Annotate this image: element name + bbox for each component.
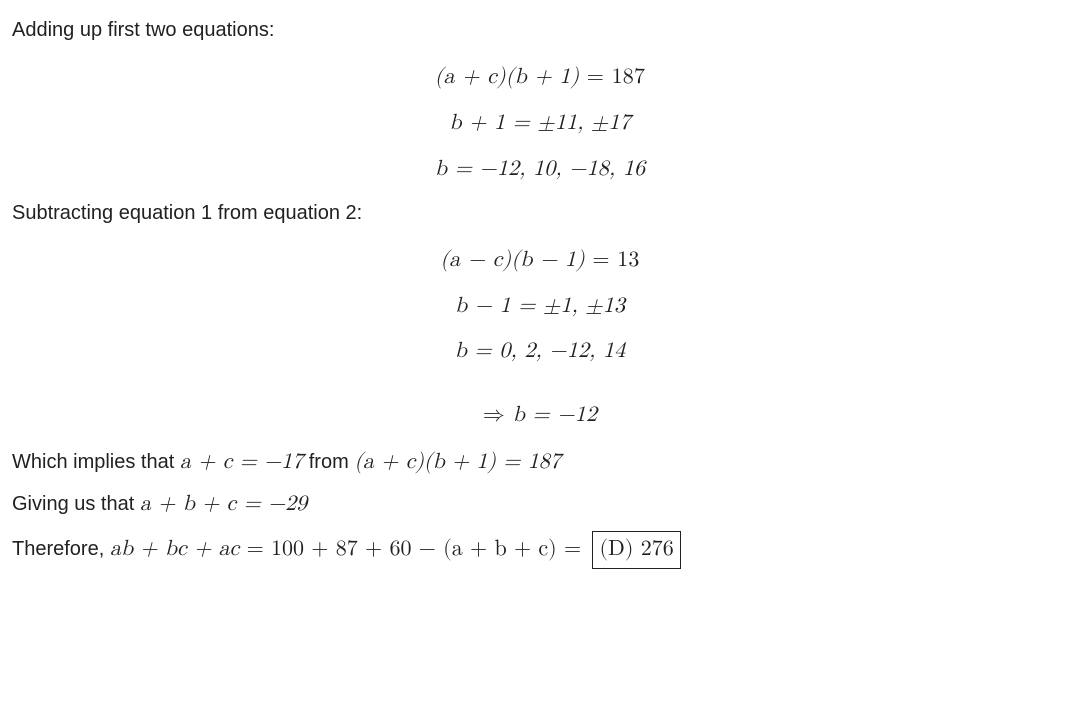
- equation-1c: b = −12, 10, −18, 16: [435, 147, 645, 193]
- implies-line: Which implies that a + c = −17 from (a +…: [12, 447, 1068, 479]
- giving-line: Giving us that a + b + c = −29: [12, 489, 1068, 521]
- therefore-lhs: ab + bc + ac: [110, 538, 239, 560]
- implies-mid: from: [309, 451, 355, 473]
- boxed-answer: (D) 276: [592, 531, 680, 569]
- giving-eq: a + b + c = −29: [140, 493, 307, 515]
- equation-block-1: (a + c)(b + 1) = 187 b + 1 = ±11, ±17 b …: [12, 55, 1068, 193]
- intro-line-1: Adding up first two equations:: [12, 16, 1068, 45]
- eq1b-body: b + 1 = ±11, ±17: [449, 112, 631, 134]
- therefore-mid: = 100 + 87 + 60 − (a + b + c) =: [239, 538, 588, 560]
- eq2a-eq: =: [585, 249, 617, 271]
- eq3-arrow: ⇒: [483, 404, 513, 426]
- eq2a-rhs: 13: [617, 249, 639, 271]
- implies-eq1: a + c = −17: [180, 451, 303, 473]
- equation-block-3: ⇒ b = −12: [12, 393, 1068, 439]
- eq2a-lhs: (a − c)(b − 1): [440, 249, 584, 271]
- eq1a-rhs: 187: [612, 66, 646, 88]
- equation-1b: b + 1 = ±11, ±17: [449, 101, 631, 147]
- equation-1a: (a + c)(b + 1) = 187: [435, 55, 645, 101]
- equation-2a: (a − c)(b − 1) = 13: [440, 238, 639, 284]
- implies-pre: Which implies that: [12, 451, 180, 473]
- eq1a-eq: =: [579, 66, 611, 88]
- eq1a-lhs: (a + c)(b + 1): [435, 66, 579, 88]
- eq2c-body: b = 0, 2, −12, 14: [455, 340, 626, 362]
- equation-block-2: (a − c)(b − 1) = 13 b − 1 = ±1, ±13 b = …: [12, 238, 1068, 376]
- implies-eq2: (a + c)(b + 1) = 187: [354, 451, 560, 473]
- eq3-body: b = −12: [513, 404, 597, 426]
- eq2b-body: b − 1 = ±1, ±13: [455, 295, 625, 317]
- equation-2b: b − 1 = ±1, ±13: [455, 284, 625, 330]
- equation-3: ⇒ b = −12: [483, 393, 597, 439]
- therefore-line: Therefore, ab + bc + ac = 100 + 87 + 60 …: [12, 531, 1068, 569]
- giving-pre: Giving us that: [12, 493, 140, 515]
- eq1c-body: b = −12, 10, −18, 16: [435, 158, 645, 180]
- therefore-math: ab + bc + ac = 100 + 87 + 60 − (a + b + …: [110, 538, 681, 560]
- therefore-pre: Therefore,: [12, 538, 110, 560]
- intro-line-2: Subtracting equation 1 from equation 2:: [12, 199, 1068, 228]
- equation-2c: b = 0, 2, −12, 14: [455, 329, 626, 375]
